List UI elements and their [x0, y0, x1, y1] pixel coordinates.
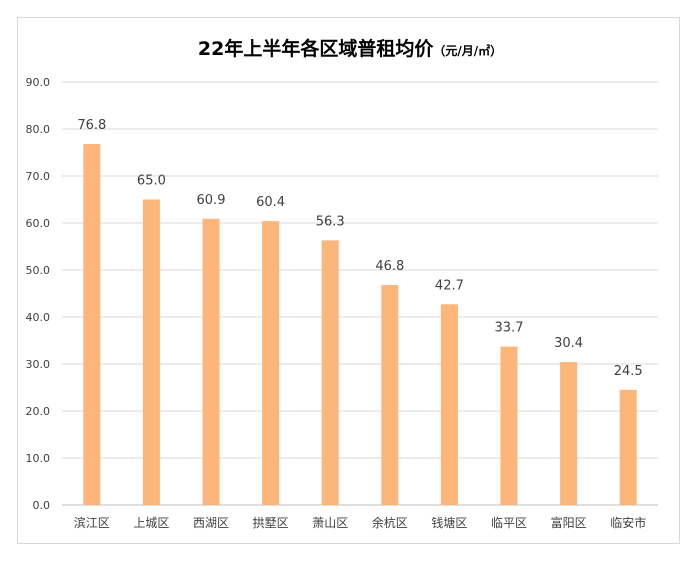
data-label: 76.8 — [77, 118, 106, 133]
y-tick-label: 80.0 — [26, 123, 51, 136]
gridlines — [62, 81, 658, 506]
y-tick-label: 0.0 — [33, 499, 51, 512]
x-tick-label: 富阳区 — [551, 515, 587, 530]
bar — [440, 304, 458, 505]
x-tick-label: 西湖区 — [193, 515, 229, 530]
bar — [262, 221, 280, 505]
y-tick-label: 30.0 — [26, 358, 51, 371]
bar — [500, 346, 518, 505]
bar — [560, 362, 578, 505]
bar — [321, 240, 339, 505]
x-tick-label: 钱塘区 — [431, 515, 467, 530]
y-tick-label: 50.0 — [26, 264, 51, 277]
x-tick-label: 临安市 — [610, 515, 646, 530]
x-tick-label: 拱墅区 — [253, 516, 289, 530]
chart-title: 22年上半年各区域普租均价（元/月/㎡） — [0, 34, 700, 61]
data-label: 42.7 — [435, 278, 464, 293]
data-label: 56.3 — [316, 214, 345, 229]
bar — [381, 285, 399, 505]
bars — [83, 144, 637, 506]
y-tick-label: 60.0 — [26, 217, 51, 230]
bar — [142, 199, 160, 505]
bar — [619, 389, 637, 505]
data-label: 60.9 — [197, 193, 226, 208]
chart-title-unit: （元/月/㎡） — [433, 44, 503, 58]
x-tick-label: 余杭区 — [372, 515, 408, 530]
chart-title-main: 22年上半年各区域普租均价 — [197, 38, 434, 60]
data-label: 30.4 — [554, 336, 583, 351]
y-tick-label: 40.0 — [26, 311, 51, 324]
data-label: 46.8 — [375, 259, 404, 274]
data-label: 33.7 — [495, 321, 524, 336]
data-label: 24.5 — [614, 364, 643, 379]
x-axis-category-labels: 滨江区 上城区 西湖区 拱墅区 萧山区 余杭区 钱塘区 临平区 富阳区 临安市 — [74, 515, 646, 530]
x-tick-label: 上城区 — [133, 516, 169, 530]
x-tick-label: 滨江区 — [74, 515, 110, 530]
data-label: 65.0 — [137, 174, 166, 189]
y-tick-label: 10.0 — [26, 452, 51, 465]
data-labels: 76.8 65.0 60.9 60.4 56.3 46.8 42.7 33.7 30.4 24.5 — [77, 118, 642, 379]
y-tick-label: 70.0 — [26, 170, 51, 183]
x-tick-label: 萧山区 — [312, 516, 348, 530]
y-axis-tick-labels: 0.0 10.0 20.0 30.0 40.0 50.0 60.0 70.0 80.0 90.0 — [26, 76, 51, 512]
data-label: 60.4 — [256, 195, 285, 210]
y-tick-label: 90.0 — [26, 76, 51, 89]
x-tick-label: 临平区 — [491, 516, 527, 530]
bar — [202, 218, 220, 505]
y-tick-label: 20.0 — [26, 405, 51, 418]
bar — [83, 144, 101, 506]
